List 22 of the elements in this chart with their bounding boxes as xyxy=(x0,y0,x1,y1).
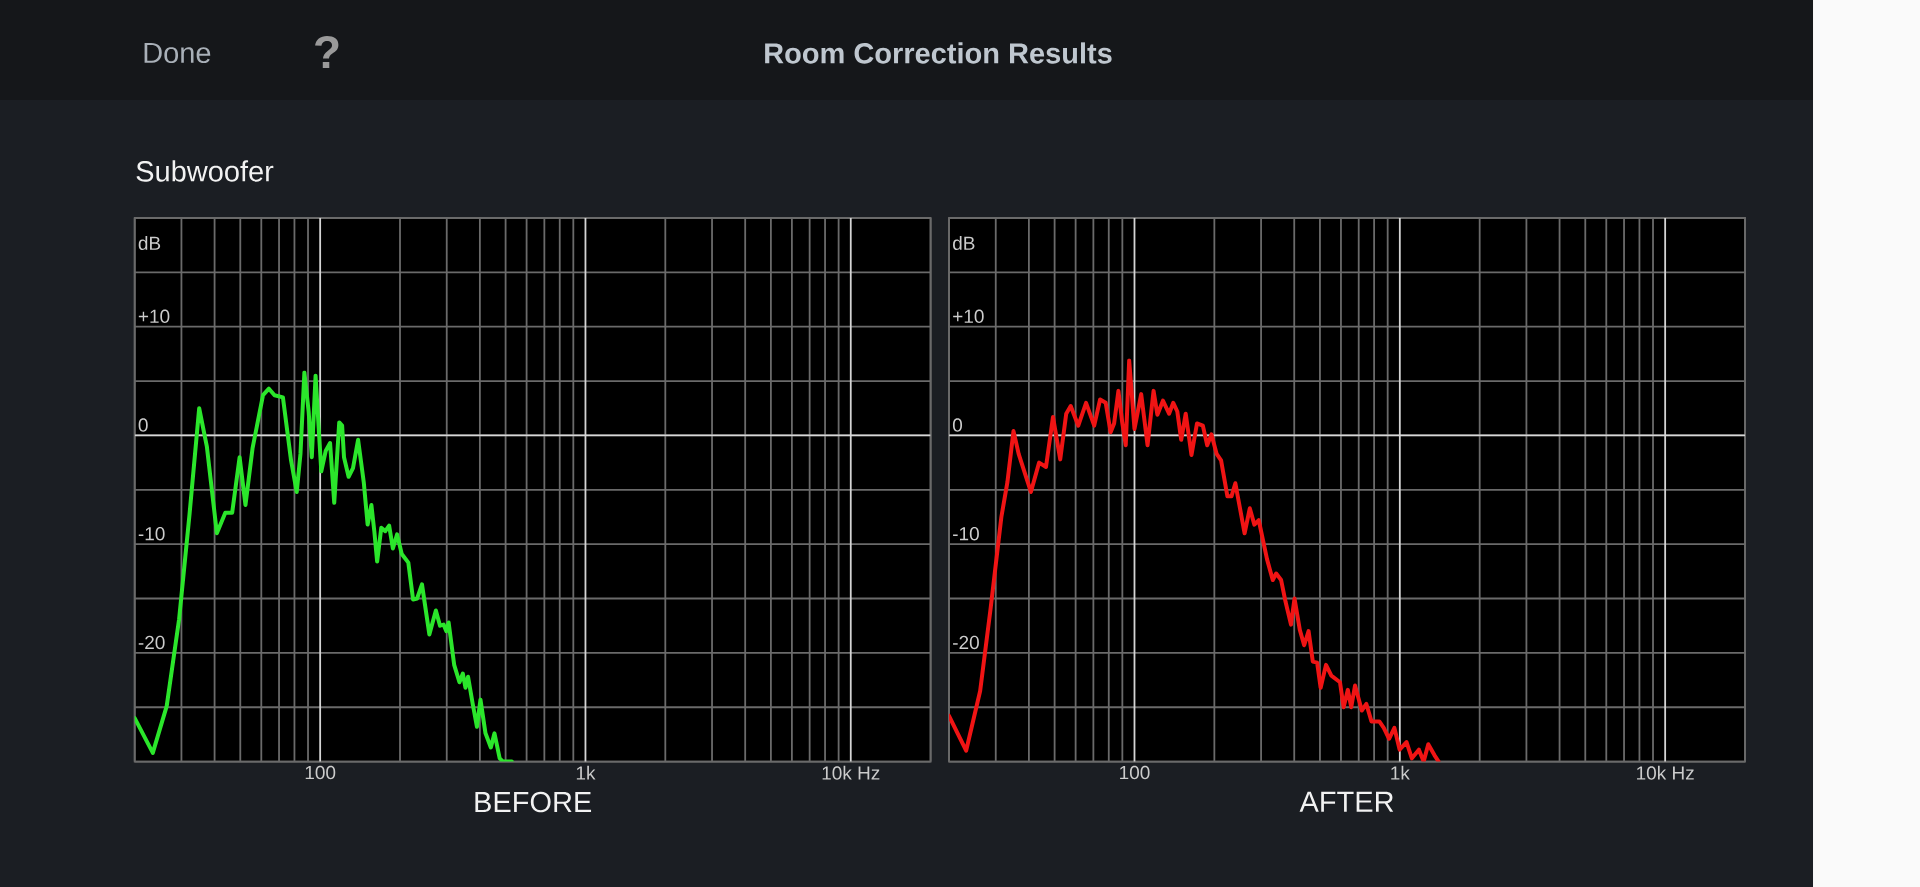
text: ? xyxy=(315,35,339,69)
text: AFTER xyxy=(1299,791,1394,812)
y-tick-label: +10 xyxy=(138,309,170,324)
y-axis-title: dB xyxy=(138,236,161,250)
x-tick-label: 1k xyxy=(576,765,596,780)
text: BEFORE xyxy=(475,791,592,813)
y-tick-label: -20 xyxy=(138,635,165,650)
x-tick-label: 10k Hz xyxy=(1637,765,1694,780)
x-tick-label: 10k Hz xyxy=(822,765,880,780)
y-tick-label: -20 xyxy=(953,635,979,650)
text: Subwoofer xyxy=(136,160,274,182)
y-tick-label: -10 xyxy=(953,527,979,541)
y-tick-label: +10 xyxy=(953,309,984,324)
y-axis-title: dB xyxy=(953,236,975,250)
y-tick-label: 0 xyxy=(138,418,148,432)
text: Done xyxy=(144,42,211,64)
x-tick-label: 100 xyxy=(305,765,336,780)
y-tick-label: 0 xyxy=(952,418,963,432)
y-tick-label: -10 xyxy=(138,527,165,541)
x-tick-label: 100 xyxy=(1120,765,1150,780)
text: Room Correction Results xyxy=(765,42,1112,64)
x-tick-label: 1k xyxy=(1391,765,1410,780)
